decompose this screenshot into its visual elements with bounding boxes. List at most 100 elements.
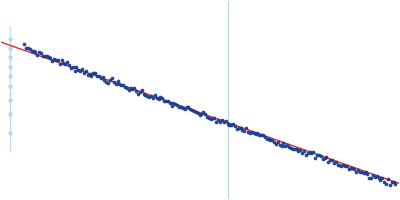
Point xyxy=(40,54,46,57)
Point xyxy=(94,75,100,78)
Point xyxy=(129,88,136,91)
Point xyxy=(312,156,318,159)
Point xyxy=(193,111,199,114)
Point xyxy=(262,135,268,138)
Point xyxy=(204,115,210,118)
Point xyxy=(237,127,244,130)
Point xyxy=(368,176,374,179)
Point xyxy=(375,176,382,180)
Point xyxy=(360,171,367,174)
Point xyxy=(56,62,63,65)
Point xyxy=(310,151,316,154)
Point xyxy=(196,113,203,116)
Point xyxy=(250,131,257,135)
Point xyxy=(133,89,139,93)
Point xyxy=(90,71,96,74)
Point xyxy=(44,54,50,57)
Point xyxy=(116,82,122,86)
Point xyxy=(390,181,397,184)
Point xyxy=(245,130,251,133)
Point xyxy=(84,74,91,77)
Point xyxy=(53,58,59,62)
Point xyxy=(275,140,281,143)
Point xyxy=(99,76,106,79)
Point xyxy=(217,120,223,123)
Point xyxy=(30,49,37,52)
Point xyxy=(36,50,42,53)
Point xyxy=(314,153,320,157)
Point xyxy=(150,97,156,100)
Point xyxy=(154,97,160,100)
Point xyxy=(114,79,121,83)
Point xyxy=(148,95,154,98)
Point xyxy=(243,126,249,130)
Point xyxy=(182,107,188,110)
Point xyxy=(271,141,277,144)
Point xyxy=(81,72,87,75)
Point xyxy=(191,109,197,112)
Point xyxy=(110,80,117,84)
Point xyxy=(265,138,272,141)
Point xyxy=(340,164,346,167)
Point xyxy=(159,96,166,100)
Point xyxy=(166,101,173,105)
Point xyxy=(163,99,169,103)
Point xyxy=(325,161,332,164)
Point xyxy=(241,129,248,132)
Point xyxy=(222,119,229,122)
Point xyxy=(267,138,274,142)
Point xyxy=(280,142,287,145)
Point xyxy=(303,153,309,156)
Point xyxy=(138,89,145,92)
Point xyxy=(346,167,352,171)
Point xyxy=(338,164,344,168)
Point xyxy=(47,57,54,60)
Point xyxy=(288,147,294,150)
Point xyxy=(194,111,201,115)
Point xyxy=(62,63,68,66)
Point xyxy=(64,60,70,63)
Point xyxy=(276,143,283,146)
Point xyxy=(318,154,324,158)
Point xyxy=(290,148,296,151)
Point xyxy=(21,43,28,46)
Point xyxy=(374,174,380,178)
Point xyxy=(221,121,227,124)
Point xyxy=(157,96,164,99)
Point xyxy=(198,113,205,116)
Point xyxy=(49,59,56,62)
Point xyxy=(103,80,110,84)
Point xyxy=(264,137,270,140)
Point xyxy=(372,176,378,179)
Point xyxy=(256,133,262,136)
Point xyxy=(174,103,180,107)
Point xyxy=(101,78,108,81)
Point xyxy=(332,160,339,164)
Point xyxy=(392,183,398,186)
Point xyxy=(336,164,343,167)
Point xyxy=(286,145,292,148)
Point xyxy=(51,57,57,60)
Point xyxy=(23,46,29,50)
Point xyxy=(72,69,78,72)
Point xyxy=(252,132,259,136)
Point xyxy=(109,77,115,80)
Point xyxy=(185,106,192,109)
Point xyxy=(206,116,212,119)
Point xyxy=(334,163,341,167)
Point xyxy=(386,183,393,187)
Point xyxy=(224,123,231,126)
Point xyxy=(131,87,138,90)
Point xyxy=(320,158,326,161)
Point xyxy=(146,95,152,98)
Point xyxy=(362,170,369,174)
Point xyxy=(32,50,39,53)
Point xyxy=(273,142,279,145)
Point xyxy=(379,177,386,180)
Point xyxy=(357,171,363,174)
Point xyxy=(83,69,89,73)
Point xyxy=(38,51,44,55)
Point xyxy=(34,53,40,56)
Point xyxy=(176,106,182,109)
Point xyxy=(75,68,82,71)
